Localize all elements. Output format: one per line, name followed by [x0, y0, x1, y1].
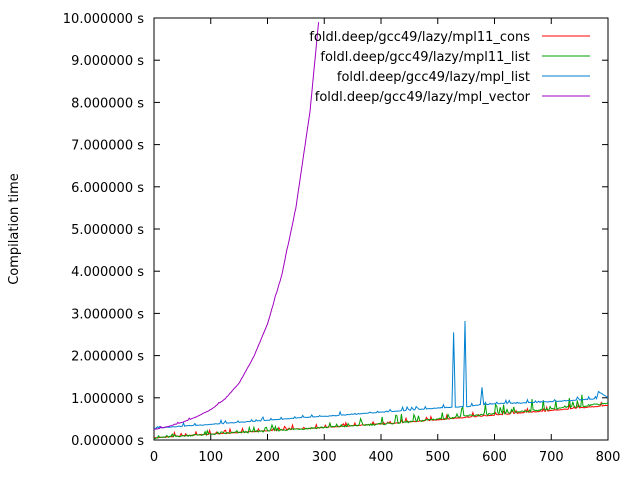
axis-ticks: 0.000000 s 1.000000 s 2.000000 s 3.000000 s… — [63, 12, 621, 465]
x-tick-label: 200 — [255, 450, 280, 465]
x-tick-label: 600 — [482, 450, 507, 465]
y-tick-label: 8.000000 s — [71, 96, 144, 111]
y-tick-label: 4.000000 s — [71, 265, 144, 280]
x-tick-label: 700 — [539, 450, 564, 465]
series-line-3 — [154, 320, 609, 429]
legend-label: foldl.deep/gcc49/lazy/mpl_list — [337, 70, 530, 85]
x-tick-label: 300 — [312, 450, 337, 465]
x-tick-label: 100 — [198, 450, 223, 465]
y-tick-label: 7.000000 s — [71, 139, 144, 154]
y-tick-label: 9.000000 s — [71, 54, 144, 69]
x-tick-label: 400 — [369, 450, 394, 465]
series-line-1 — [153, 401, 609, 439]
y-tick-label: 2.000000 s — [71, 350, 144, 365]
y-tick-label: 0.000000 s — [71, 434, 144, 449]
y-tick-label: 1.000000 s — [71, 392, 144, 407]
series-lines — [153, 22, 609, 440]
y-tick-label: 5.000000 s — [71, 223, 144, 238]
y-axis-title: Compilation time — [7, 173, 22, 285]
legend: foldl.deep/gcc49/lazy/mpl11_cons foldl.de… — [309, 30, 590, 105]
legend-label: foldl.deep/gcc49/lazy/mpl11_cons — [309, 30, 530, 45]
x-tick-label: 0 — [150, 450, 158, 465]
legend-label: foldl.deep/gcc49/lazy/mpl_vector — [315, 90, 531, 105]
x-tick-label: 800 — [596, 450, 621, 465]
legend-label: foldl.deep/gcc49/lazy/mpl11_list — [320, 50, 530, 65]
y-tick-label: 6.000000 s — [71, 181, 144, 196]
y-tick-label: 3.000000 s — [71, 307, 144, 322]
y-tick-label: 10.000000 s — [63, 12, 144, 27]
series-line-4 — [153, 22, 320, 430]
x-tick-label: 500 — [425, 450, 450, 465]
